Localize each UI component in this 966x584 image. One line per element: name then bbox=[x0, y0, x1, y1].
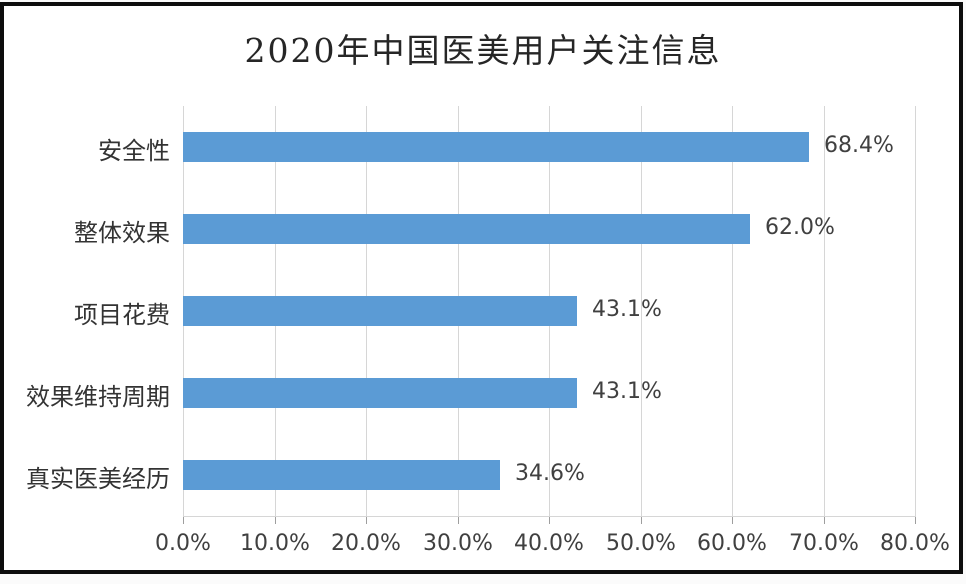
bar-value-label: 43.1% bbox=[592, 297, 662, 322]
bar-row: 43.1% bbox=[183, 270, 915, 352]
bar bbox=[183, 296, 577, 326]
bar-value-label: 43.1% bbox=[592, 379, 662, 404]
x-axis-tick-mark bbox=[824, 516, 825, 524]
x-tick-label: 60.0% bbox=[697, 531, 767, 556]
x-axis-tick-mark bbox=[458, 516, 459, 524]
x-axis-tick-mark bbox=[549, 516, 550, 524]
x-axis-line bbox=[183, 516, 916, 517]
x-tick-label: 50.0% bbox=[606, 531, 676, 556]
x-tick-label: 20.0% bbox=[331, 531, 401, 556]
gridline bbox=[732, 106, 733, 516]
bar bbox=[183, 132, 809, 162]
x-axis-tick-mark bbox=[366, 516, 367, 524]
gridline bbox=[824, 106, 825, 516]
category-label: 整体效果 bbox=[74, 219, 170, 247]
bar-row: 43.1% bbox=[183, 352, 915, 434]
chart-title: 2020年中国医美用户关注信息 bbox=[244, 31, 722, 70]
bar-row: 62.0% bbox=[183, 188, 915, 270]
x-tick-label: 40.0% bbox=[514, 531, 584, 556]
x-tick-label: 10.0% bbox=[240, 531, 310, 556]
x-axis-tick-mark bbox=[732, 516, 733, 524]
category-label: 真实医美经历 bbox=[26, 465, 170, 493]
category-label: 安全性 bbox=[98, 137, 170, 165]
x-tick-label: 30.0% bbox=[423, 531, 493, 556]
gridline bbox=[641, 106, 642, 516]
x-tick-label: 0.0% bbox=[155, 531, 211, 556]
category-label: 项目花费 bbox=[74, 301, 170, 329]
bar-value-label: 34.6% bbox=[515, 461, 585, 486]
bar bbox=[183, 378, 577, 408]
category-label: 效果维持周期 bbox=[26, 383, 170, 411]
bar bbox=[183, 214, 750, 244]
gridline bbox=[915, 106, 916, 516]
bar-row: 34.6% bbox=[183, 434, 915, 516]
x-axis-tick-mark bbox=[275, 516, 276, 524]
x-tick-label: 80.0% bbox=[880, 531, 950, 556]
x-tick-label: 70.0% bbox=[789, 531, 859, 556]
plot-area: 68.4% 62.0% 43.1% 43.1% 34.6% bbox=[183, 106, 916, 524]
x-axis-tick-mark bbox=[915, 516, 916, 524]
x-axis-tick-mark bbox=[183, 516, 184, 524]
bar-row: 68.4% bbox=[183, 106, 915, 188]
bar bbox=[183, 460, 500, 490]
x-axis-tick-mark bbox=[641, 516, 642, 524]
bar-value-label: 68.4% bbox=[824, 133, 894, 158]
bar-value-label: 62.0% bbox=[765, 215, 835, 240]
